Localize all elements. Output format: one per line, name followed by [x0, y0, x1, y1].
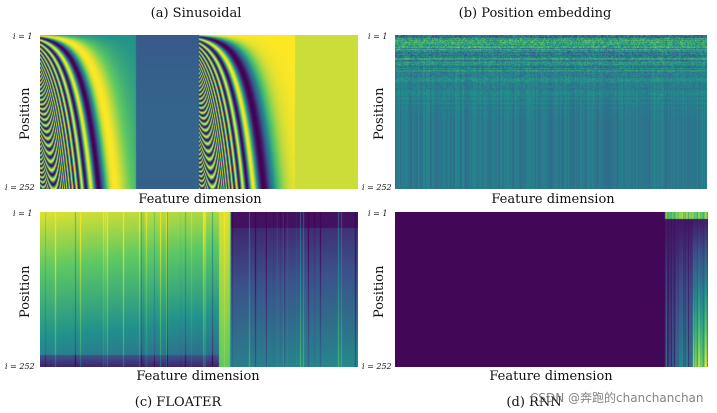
- x-axis-label: Feature dimension: [489, 369, 613, 384]
- y-axis-label: Position: [372, 87, 387, 140]
- ytick-bottom: i = 252: [5, 362, 35, 371]
- ytick-bottom: i = 252: [5, 183, 35, 192]
- heatmap-position-embedding: [395, 35, 707, 189]
- ytick-top: i = 1: [368, 209, 388, 218]
- heatmap-sinusoidal: [40, 35, 358, 189]
- panel-title: (b) Position embedding: [458, 6, 612, 21]
- panel-title: (d) RNN: [506, 395, 562, 410]
- ytick-top: i = 1: [13, 209, 33, 218]
- x-axis-label: Feature dimension: [138, 192, 262, 207]
- y-axis-label: Position: [372, 265, 387, 318]
- ytick-bottom: i = 252: [362, 183, 392, 192]
- x-axis-label: Feature dimension: [491, 192, 615, 207]
- ytick-top: i = 1: [368, 32, 388, 41]
- heatmap-rnn: [395, 212, 708, 367]
- y-axis-label: Position: [18, 87, 33, 140]
- watermark-text: CSDN @奔跑的chanchanchan: [530, 391, 704, 405]
- ytick-top: i = 1: [13, 32, 33, 41]
- ytick-bottom: i = 252: [362, 362, 392, 371]
- y-axis-label: Position: [18, 265, 33, 318]
- panel-title: (a) Sinusoidal: [150, 6, 242, 21]
- panel-title: (c) FLOATER: [134, 395, 222, 410]
- x-axis-label: Feature dimension: [136, 369, 260, 384]
- heatmap-floater: [40, 212, 358, 367]
